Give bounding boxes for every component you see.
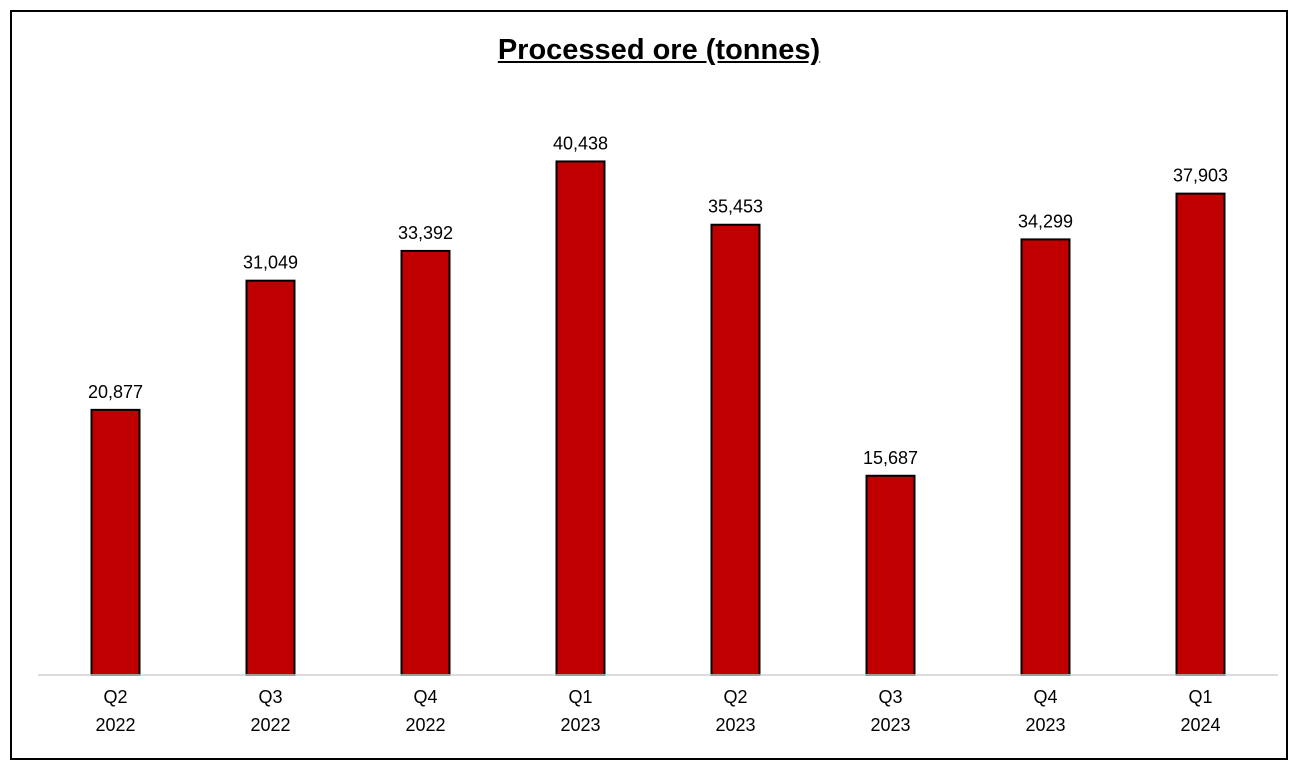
x-tick-year-4: 2023 [715,715,755,735]
x-tick-quarter-6: Q4 [1033,687,1057,707]
data-label-6: 34,299 [1018,211,1073,231]
x-tick-year-3: 2023 [560,715,600,735]
bar-6 [1020,238,1071,676]
x-tick-quarter-0: Q2 [103,687,127,707]
x-tick-quarter-3: Q1 [568,687,592,707]
x-tick-quarter-5: Q3 [878,687,902,707]
data-label-1: 31,049 [243,253,298,273]
x-tick-year-5: 2023 [870,715,910,735]
data-label-5: 15,687 [863,448,918,468]
x-tick-year-7: 2024 [1180,715,1220,735]
data-label-3: 40,438 [553,133,608,153]
x-tick-year-2: 2022 [405,715,445,735]
x-tick-labels: Q2 2022 Q3 2022 Q4 2022 Q1 2023 Q2 2023 Q3 2023 Q4 20… [95,687,1220,735]
bar-7 [1175,192,1226,676]
bar-1 [245,279,296,676]
x-tick-quarter-1: Q3 [258,687,282,707]
data-label-7: 37,903 [1173,166,1228,186]
x-tick-quarter-7: Q1 [1188,687,1212,707]
bar-3 [555,160,606,677]
bars-layer [90,160,1226,677]
x-tick-year-0: 2022 [95,715,135,735]
x-tick-year-1: 2022 [250,715,290,735]
bar-0 [90,408,141,676]
bar-2 [400,249,451,676]
bar-chart: 20,877 31,049 33,392 40,438 35,453 15,687 34,2… [38,133,1278,735]
chart-frame [10,10,1288,760]
x-tick-quarter-2: Q4 [413,687,437,707]
bar-5 [865,474,916,676]
bar-4 [710,223,761,677]
x-tick-year-6: 2023 [1025,715,1065,735]
labels-layer: 20,877 31,049 33,392 40,438 35,453 15,687 34,2… [88,133,1228,467]
x-tick-quarter-4: Q2 [723,687,747,707]
data-label-0: 20,877 [88,382,143,402]
data-label-2: 33,392 [398,223,453,243]
data-label-4: 35,453 [708,197,763,217]
chart-title: Processed ore (tonnes) [497,34,821,66]
